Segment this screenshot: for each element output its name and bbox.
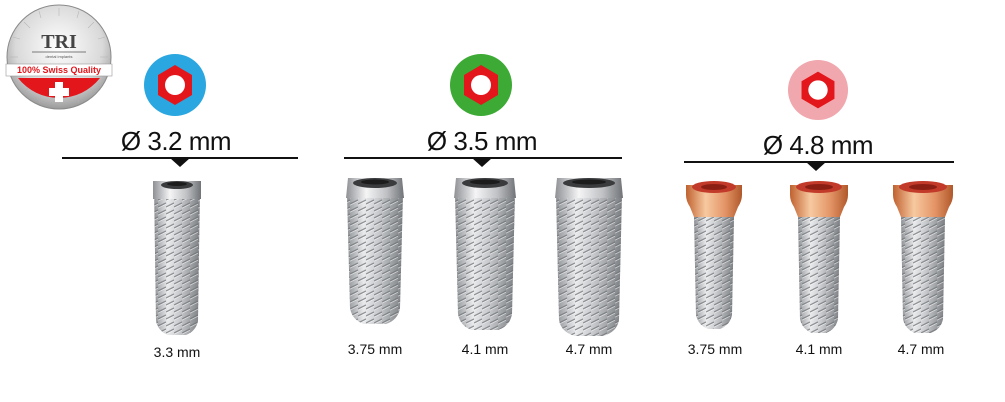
logo-sub-text: dental implants <box>46 54 73 59</box>
diameter-label: Ø 3.2 mm <box>120 126 232 156</box>
implant-4-8-4-7 <box>889 181 957 342</box>
diameter-label: Ø 4.8 mm <box>762 130 874 160</box>
bracket-line <box>344 155 622 175</box>
implant-length-label: 3.3 mm <box>153 344 201 360</box>
implant-3-5-4-7 <box>551 178 627 345</box>
implant-length-label: 3.75 mm <box>347 341 403 357</box>
hex-connection-badge-blue <box>143 53 207 122</box>
implant-3-2-3-3 <box>150 181 204 344</box>
implant-4-8-4-1 <box>786 181 852 342</box>
logo-brand-text: TRI <box>41 31 77 53</box>
implant-length-label: 4.1 mm <box>461 341 509 357</box>
implant-length-label: 3.75 mm <box>687 341 743 357</box>
bracket-line <box>684 159 954 179</box>
implant-length-label: 4.7 mm <box>565 341 613 357</box>
implant-length-label: 4.1 mm <box>795 341 843 357</box>
implant-3-5-3-75 <box>342 178 408 333</box>
hex-connection-badge-green <box>449 53 513 122</box>
implant-3-5-4-1 <box>450 178 520 339</box>
diameter-label: Ø 3.5 mm <box>426 126 538 156</box>
logo-quality-text: 100% Swiss Quality <box>17 65 101 75</box>
implant-length-label: 4.7 mm <box>897 341 945 357</box>
bracket-line <box>62 155 298 175</box>
implant-4-8-3-75 <box>682 181 746 338</box>
hex-connection-badge-pink <box>787 59 849 126</box>
tri-swiss-quality-logo: TRI dental implants 100% Swiss Quality <box>4 2 114 112</box>
